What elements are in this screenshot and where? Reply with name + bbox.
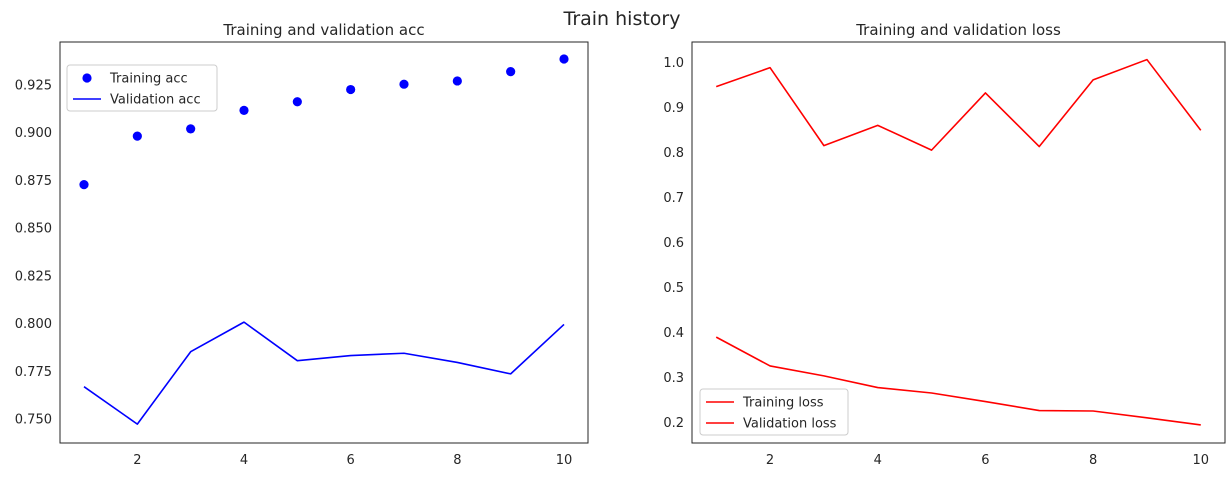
plot-frame: [691, 41, 1226, 444]
y-tick-label: 0.875: [15, 174, 52, 189]
legend-label: Validation acc: [110, 93, 201, 108]
y-tick-label: 1.0: [663, 56, 684, 71]
y-tick-label: 0.900: [15, 126, 52, 141]
data-point: [559, 54, 569, 64]
loss-panel: Training and validation loss 2 4 6 8 10 0.2 0.3…: [663, 21, 1226, 468]
legend-box: [66, 64, 218, 112]
legend-label: Validation loss: [743, 417, 837, 432]
y-tick-label: 0.750: [15, 413, 52, 428]
y-tick-label: 0.7: [663, 191, 684, 206]
x-tick-label: 8: [1089, 453, 1097, 468]
series-line: [715, 336, 1201, 426]
x-tick-label: 10: [556, 453, 573, 468]
x-tick-label: 2: [133, 453, 141, 468]
y-tick-label: 0.4: [663, 326, 684, 341]
x-tick-label: 6: [347, 453, 355, 468]
data-point: [452, 76, 462, 86]
y-tick-label: 0.925: [15, 78, 52, 93]
legend-label: Training acc: [109, 72, 188, 87]
data-point: [186, 124, 196, 134]
data-point: [292, 97, 302, 107]
figure-title: Train history: [563, 8, 681, 30]
y-tick-label: 0.825: [15, 269, 52, 284]
y-tick-label: 0.775: [15, 365, 52, 380]
legend-label: Training loss: [742, 396, 824, 411]
series-line: [83, 321, 565, 425]
y-tick-label: 0.3: [663, 371, 684, 386]
y-tick-label: 0.850: [15, 222, 52, 237]
legend: Training acc Validation acc: [66, 64, 218, 112]
x-tick-label: 2: [766, 453, 774, 468]
x-tick-label: 8: [453, 453, 461, 468]
x-tick-label: 4: [240, 453, 248, 468]
panel-title: Training and validation loss: [855, 21, 1061, 39]
data-point: [132, 131, 142, 141]
x-tick-label: 6: [981, 453, 989, 468]
y-tick-label: 0.8: [663, 146, 684, 161]
x-tick-label: 4: [874, 453, 882, 468]
data-point: [239, 105, 249, 115]
legend-marker: [82, 73, 92, 83]
y-tick-label: 0.6: [663, 236, 684, 251]
data-point: [399, 79, 409, 89]
legend-box: [699, 388, 849, 436]
data-point: [506, 66, 516, 77]
y-tick-label: 0.5: [663, 281, 684, 296]
data-point: [346, 84, 356, 95]
panel-title: Training and validation acc: [222, 21, 424, 39]
y-tick-label: 0.800: [15, 317, 52, 332]
y-tick-label: 0.2: [663, 416, 684, 431]
accuracy-panel: Training and validation acc 2 4 6 8 10 0.750 0.…: [15, 21, 589, 468]
legend: Training loss Validation loss: [699, 388, 849, 436]
data-point: [79, 180, 89, 190]
series-line: [715, 58, 1202, 151]
y-tick-label: 0.9: [663, 101, 684, 116]
x-tick-label: 10: [1192, 453, 1209, 468]
